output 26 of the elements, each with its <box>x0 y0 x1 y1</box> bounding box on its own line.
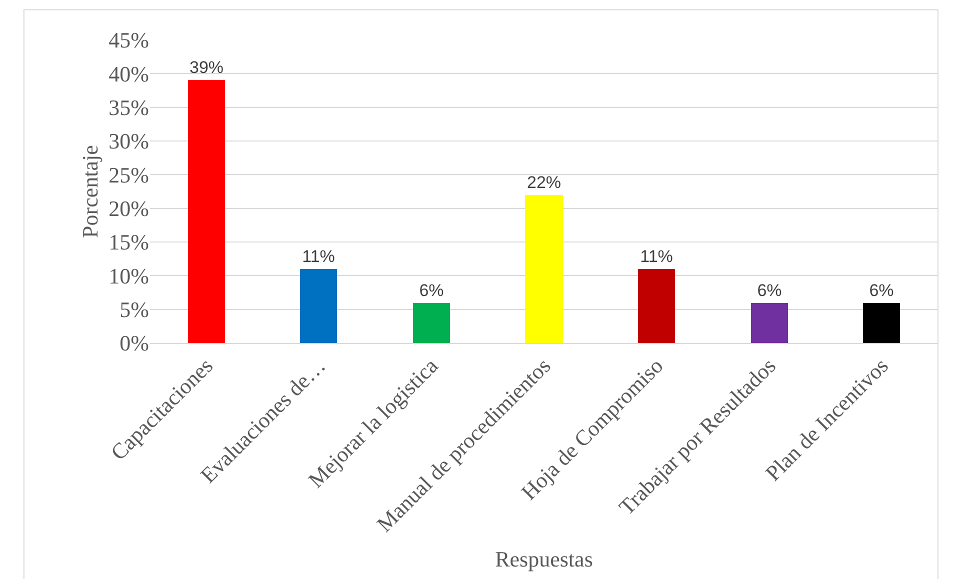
x-axis-title: Respuestas <box>495 546 593 572</box>
bar <box>300 269 337 343</box>
y-tick-label: 20% <box>108 196 149 222</box>
data-label: 11% <box>640 247 673 266</box>
data-label: 6% <box>869 281 894 300</box>
bar <box>413 303 450 343</box>
y-tick-label: 15% <box>108 230 149 255</box>
bar <box>525 195 563 343</box>
bar <box>638 269 675 343</box>
y-tick-label: 40% <box>108 61 149 86</box>
bar <box>751 303 788 343</box>
y-tick-label: 10% <box>108 263 149 288</box>
y-tick-label: 35% <box>108 95 149 120</box>
y-tick-label: 45% <box>108 28 149 53</box>
y-tick-label: 0% <box>120 330 149 356</box>
data-label: 6% <box>419 281 444 300</box>
y-axis-title: Porcentaje <box>77 145 102 238</box>
data-label: 11% <box>302 247 335 266</box>
bar <box>863 303 900 343</box>
y-tick-label: 25% <box>108 162 149 188</box>
y-tick-label: 30% <box>108 128 149 154</box>
data-label: 6% <box>757 281 782 300</box>
bar <box>188 80 225 343</box>
data-label: 22% <box>526 173 562 192</box>
y-tick-label: 5% <box>120 297 149 322</box>
data-label: 39% <box>189 58 224 77</box>
